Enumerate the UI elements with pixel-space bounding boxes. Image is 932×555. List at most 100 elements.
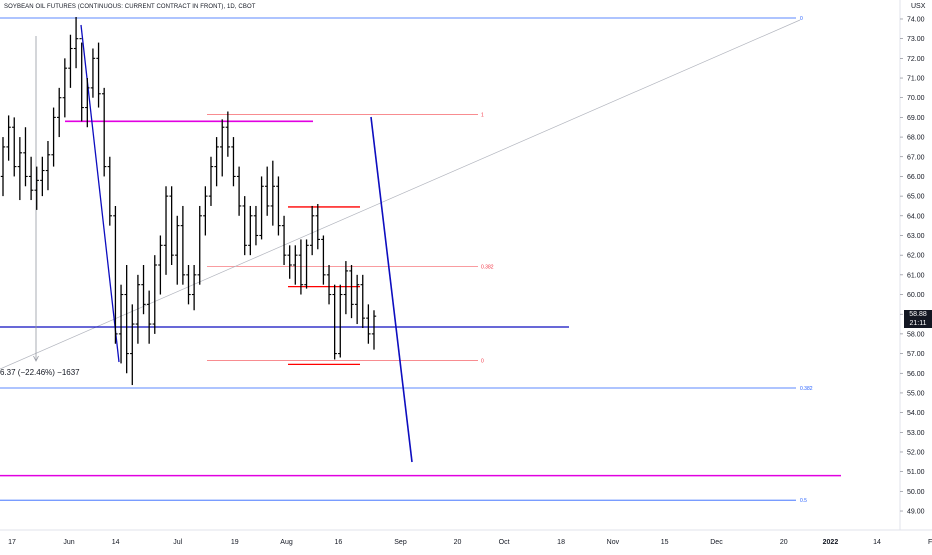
ohlc-bar (51, 107, 56, 167)
ohlc-bar (175, 215, 180, 285)
bar-countdown: 21:11 (909, 320, 927, 327)
ohlc-bar (354, 274, 360, 325)
ohlc-bar (101, 87, 107, 177)
ohlc-bar (146, 290, 152, 344)
x-tick-label: 14 (112, 539, 120, 546)
ohlc-bar (158, 235, 163, 295)
ohlc-bar (90, 48, 96, 98)
ohlc-bar (298, 239, 304, 295)
time-axis[interactable]: 17 Jun 14 Jul 19 Aug 16 Sep 20 Oct 18 Nov 15 Dec 20 202… (8, 539, 932, 546)
x-tick-label: 19 (231, 539, 239, 546)
ohlc-bar (34, 166, 39, 210)
ohlc-bar (332, 284, 337, 360)
x-tick-label: 20 (780, 539, 788, 546)
x-tick-label: Sep (394, 539, 407, 546)
ohlc-bar (135, 274, 141, 344)
ohlc-bar (304, 239, 309, 289)
last-price-value: 58.88 (909, 311, 927, 318)
ohlc-bar (371, 310, 377, 350)
ohlc-bar (96, 42, 101, 108)
ohlc-bar (197, 205, 202, 285)
ohlc-bar (57, 87, 62, 138)
ohlc-bar (343, 261, 349, 315)
ohlc-bar (40, 156, 45, 197)
fib-trend-line (0, 19, 801, 370)
ohlc-bar (23, 127, 28, 187)
ohlc-bar (130, 304, 135, 386)
ohlc-bar (270, 160, 276, 226)
ohlc-bar (118, 284, 124, 364)
y-tick-label: 74.00 (907, 16, 925, 23)
ohlc-bar (12, 117, 17, 177)
chart-title: SOYBEAN OIL FUTURES (CONTINUOUS: CURRENT… (4, 4, 256, 10)
ohlc-bar (0, 137, 6, 197)
y-tick-label: 58.00 (907, 331, 925, 338)
y-tick-label: 57.00 (907, 351, 925, 358)
ohlc-bar (85, 78, 90, 128)
measure-arrow (33, 355, 39, 362)
y-tick-label: 63.00 (907, 233, 925, 240)
ohlc-bar (264, 166, 270, 216)
fib-layer: 1 0.382 0 0 0.382 0.5 (0, 16, 813, 504)
ohlc-bar (141, 265, 146, 315)
x-tick-label: Jul (173, 539, 182, 546)
ohlc-bar (253, 205, 259, 246)
ohlc-bar (259, 176, 264, 240)
ohlc-bar (68, 34, 73, 88)
y-tick-label: 67.00 (907, 154, 925, 161)
y-tick-label: 72.00 (907, 56, 925, 63)
x-tick-label: 15 (661, 539, 669, 546)
y-tick-label: 62.00 (907, 253, 925, 260)
x-tick-label: 17 (8, 539, 16, 546)
y-tick-label: 65.00 (907, 194, 925, 201)
fib-upper-label: 1 (481, 112, 484, 118)
ohlc-bar (236, 166, 242, 216)
ohlc-bar (203, 186, 208, 236)
ohlc-bar (242, 196, 247, 256)
y-tick-label: 56.00 (907, 371, 925, 378)
currency-label: USX (911, 3, 926, 10)
ohlc-bar (214, 137, 219, 187)
ohlc-bar (315, 203, 320, 250)
ohlc-bar (281, 215, 287, 266)
x-tick-label: Oct (499, 539, 510, 546)
y-tick-label: 61.00 (907, 272, 925, 279)
x-tick-label: Dec (710, 539, 723, 546)
price-bars (0, 17, 377, 386)
ohlc-bar (79, 38, 84, 122)
y-tick-label: 55.00 (907, 390, 925, 397)
ohlc-bar (45, 141, 51, 191)
y-tick-label: 53.00 (907, 430, 925, 437)
ohlc-bar (248, 205, 253, 256)
trend-line-down (80, 24, 120, 363)
ohlc-bar (366, 304, 371, 344)
fib-lower-label: 0.382 (800, 386, 813, 392)
ohlc-bar (293, 245, 298, 285)
ohlc-bar (360, 274, 365, 328)
ohlc-bar (326, 265, 332, 305)
x-tick-label: Aug (280, 539, 293, 546)
ohlc-bar (124, 265, 129, 374)
y-tick-label: 54.00 (907, 410, 925, 417)
x-tick-label: 18 (557, 539, 565, 546)
ohlc-bar (169, 186, 174, 266)
x-tick-label: 14 (873, 539, 881, 546)
ohlc-bar (191, 265, 197, 311)
ohlc-bar (309, 205, 315, 256)
x-tick-label: 20 (454, 539, 462, 546)
x-tick-label: Feb (928, 539, 932, 546)
ohlc-bar (152, 255, 157, 334)
price-axis[interactable]: 49.00 50.00 51.00 52.00 53.00 54.00 55.00 56.00… (900, 16, 925, 516)
ohlc-bar (28, 156, 34, 201)
ohlc-bar (113, 205, 118, 344)
ohlc-bar (276, 176, 281, 236)
fib-upper-label: 0 (481, 358, 484, 364)
fib-lower-label: 0 (800, 16, 803, 22)
y-tick-label: 73.00 (907, 36, 925, 43)
grid-layer (0, 0, 932, 531)
ohlc-bar (107, 156, 113, 226)
ohlc-bar (73, 17, 79, 69)
ohlc-bar (163, 186, 169, 275)
